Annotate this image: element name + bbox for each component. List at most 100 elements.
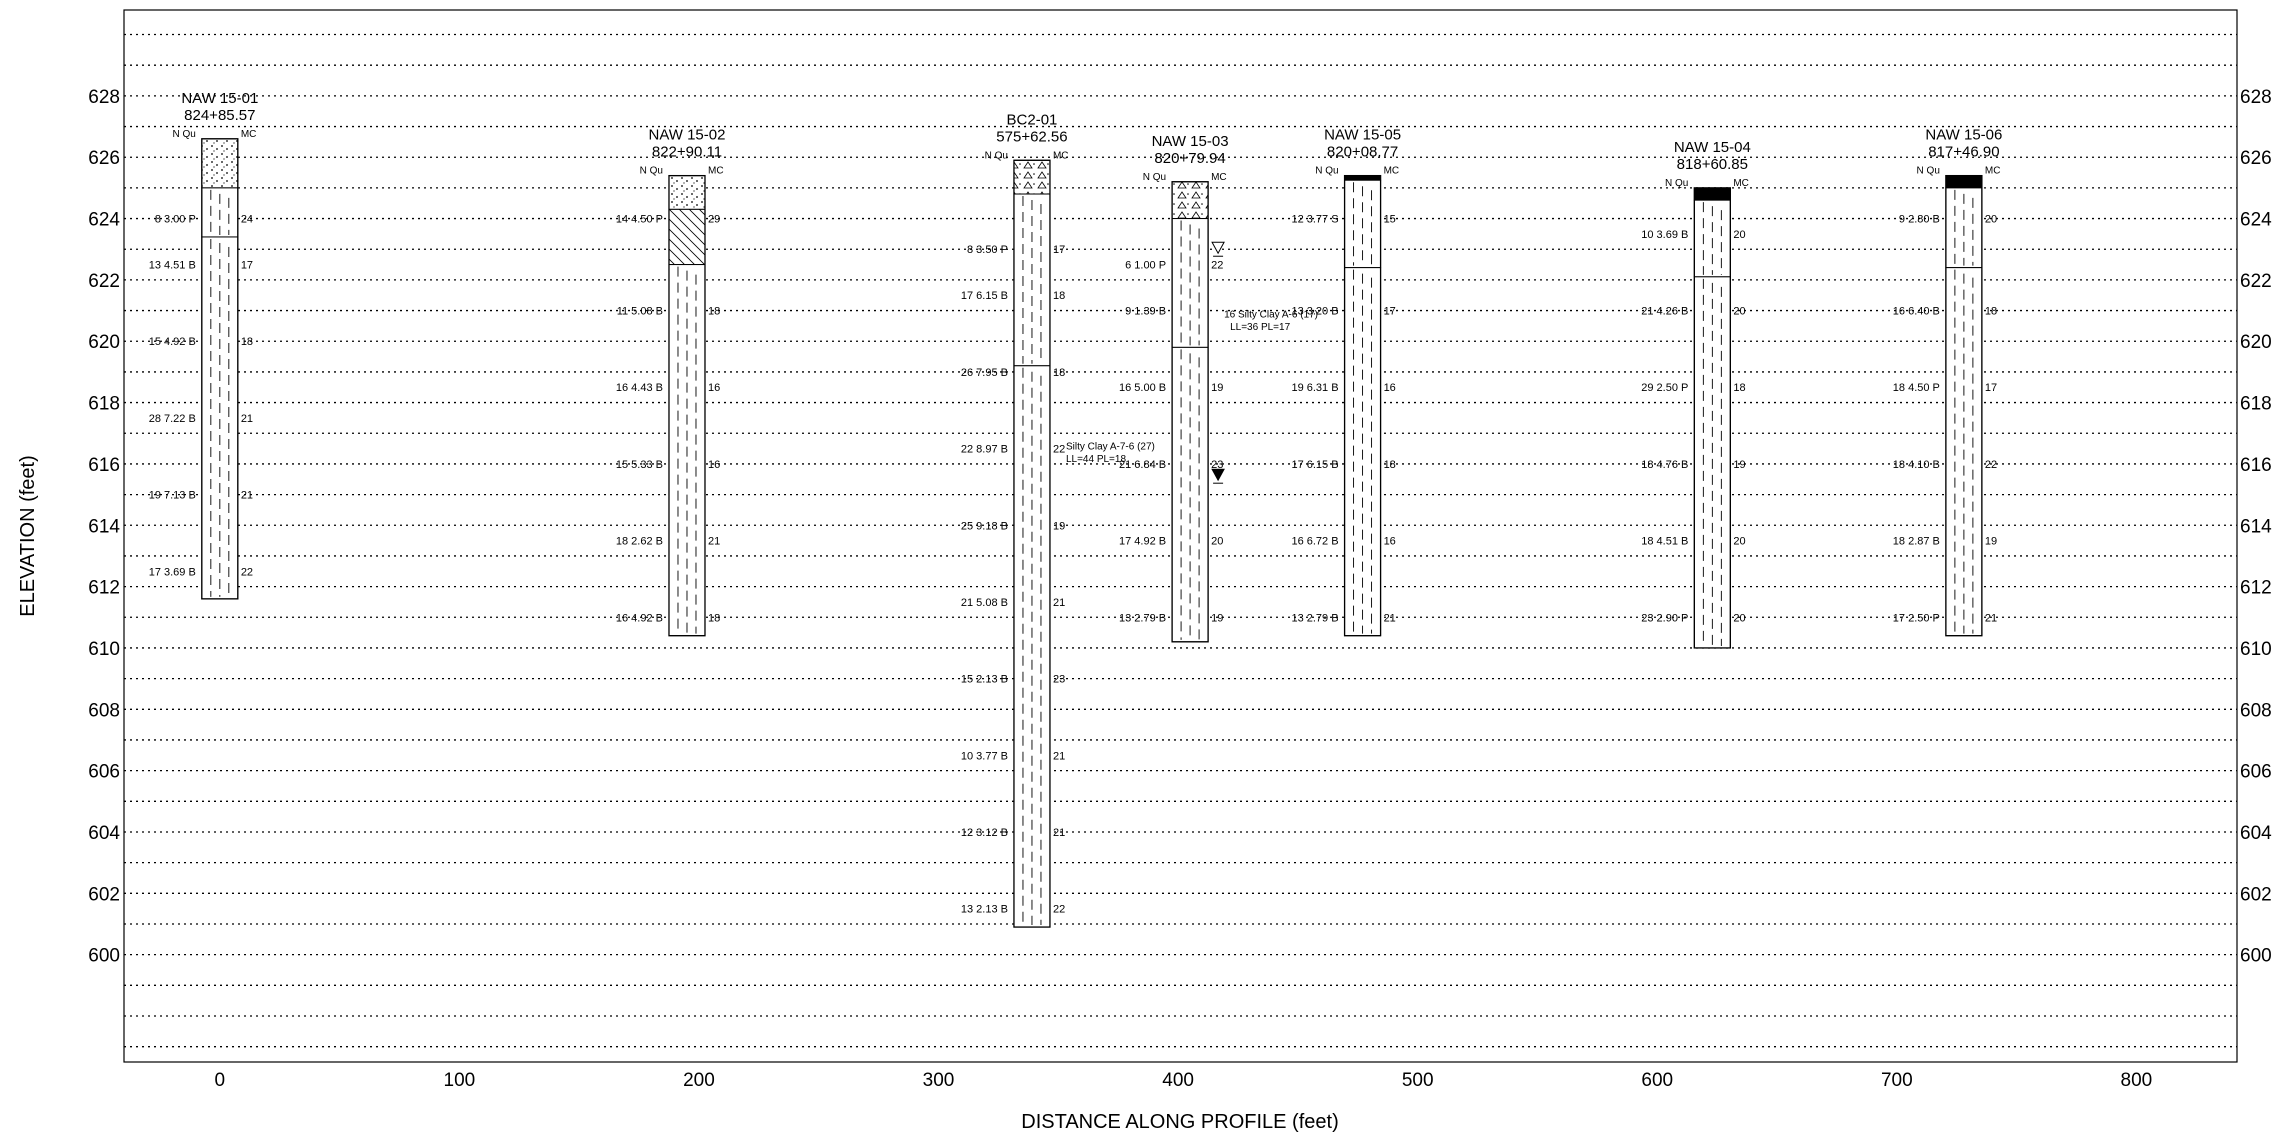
- y-tick-label: 602: [88, 884, 120, 905]
- y-tick-label: 604: [88, 823, 120, 844]
- x-tick-label: 800: [2121, 1070, 2153, 1091]
- sample-n-qu: 17 6.15 B: [1291, 459, 1338, 471]
- sample-n-qu: 19 7.13 B: [149, 490, 196, 502]
- sample-mc: 22: [1211, 260, 1223, 272]
- sample-n-qu: 14 4.50 P: [616, 214, 663, 226]
- sample-n-qu: 17 2.50 P: [1893, 612, 1940, 624]
- sample-n-qu: 18 2.62 B: [616, 536, 663, 548]
- boring-id: NAW 15-02: [648, 127, 725, 144]
- y-tick-label: 600: [2240, 946, 2272, 967]
- soil-layer: [1171, 181, 1209, 220]
- sample-mc: 21: [1053, 750, 1065, 762]
- sample-mc: 20: [1211, 536, 1223, 548]
- soil-layer: [668, 208, 706, 266]
- sample-n-qu: 13 2.79 B: [1119, 612, 1166, 624]
- x-tick-label: 100: [444, 1070, 476, 1091]
- boring-id: BC2-01: [1007, 111, 1058, 128]
- sample-mc: 19: [1053, 520, 1065, 532]
- header-mc: MC: [1733, 178, 1749, 189]
- y-tick-label: 608: [88, 700, 120, 721]
- sample-mc: 18: [1733, 382, 1745, 394]
- sample-n-qu: 10 3.69 B: [1641, 229, 1688, 241]
- sample-n-qu: 28 7.22 B: [149, 413, 196, 425]
- x-tick-labels: 0 100 200 300 400 500 600 700 800: [215, 1070, 2153, 1091]
- y-tick-label: 624: [2240, 210, 2272, 231]
- boring-station: 575+62.56: [996, 128, 1067, 145]
- header-mc: MC: [241, 129, 257, 140]
- x-tick-label: 700: [1881, 1070, 1913, 1091]
- boring-outline: [668, 174, 706, 637]
- y-tick-label: 622: [2240, 271, 2272, 292]
- y-tick-label: 622: [88, 271, 120, 292]
- y-tick-labels-left: 600 602 604 606 608 610 612 614 616 618 620 622 624 6…: [88, 87, 120, 967]
- y-tick-label: 602: [2240, 884, 2272, 905]
- sample-mc: 17: [241, 260, 253, 272]
- water-level-icon: [1211, 241, 1225, 255]
- header-n-qu: N Qu: [1315, 166, 1338, 177]
- sample-n-qu: 10 3.77 B: [961, 750, 1008, 762]
- sample-n-qu: 18 4.76 B: [1641, 459, 1688, 471]
- sample-mc: 16: [1384, 536, 1396, 548]
- boring-id: NAW 15-06: [1925, 127, 2002, 144]
- boring-outline: [1693, 187, 1731, 649]
- y-tick-label: 618: [88, 394, 120, 415]
- y-tick-label: 624: [88, 210, 120, 231]
- sample-mc: 20: [1733, 229, 1745, 241]
- boring-id: NAW 15-01: [181, 90, 258, 107]
- sample-mc: 20: [1733, 306, 1745, 318]
- sample-mc: 17: [1384, 306, 1396, 318]
- sample-mc: 20: [1733, 612, 1745, 624]
- y-tick-label: 618: [2240, 394, 2272, 415]
- sample-mc: 20: [1733, 536, 1745, 548]
- sample-mc: 18: [1985, 306, 1997, 318]
- y-axis-title: ELEVATION (feet): [17, 455, 39, 617]
- header-n-qu: N Qu: [1917, 166, 1940, 177]
- sample-n-qu: 16 6.72 B: [1291, 536, 1338, 548]
- soil-layer: [1013, 159, 1051, 195]
- sample-mc: 15: [1384, 214, 1396, 226]
- y-tick-label: 610: [2240, 639, 2272, 660]
- sample-mc: 18: [708, 306, 720, 318]
- soil-layer: [1344, 175, 1382, 181]
- sample-n-qu: 9 2.80 B: [1899, 214, 1940, 226]
- sample-n-qu: 13 2.79 B: [1291, 612, 1338, 624]
- soil-layer: [1945, 175, 1983, 189]
- sample-n-qu: 13 3.20 B: [1291, 306, 1338, 318]
- boring-outline: [1945, 174, 1983, 637]
- sample-n-qu: 18 4.51 B: [1641, 536, 1688, 548]
- sample-n-qu: 12 3.77 S: [1291, 214, 1338, 226]
- boring-station: 820+08.77: [1327, 144, 1398, 161]
- sample-mc: 21: [241, 413, 253, 425]
- sample-n-qu: 8 3.00 P: [155, 214, 196, 226]
- boring-id: NAW 15-05: [1324, 127, 1401, 144]
- header-mc: MC: [1211, 172, 1227, 183]
- sample-n-qu: 16 4.92 B: [616, 612, 663, 624]
- water-level-icon: [1211, 468, 1225, 482]
- y-tick-label: 614: [88, 516, 120, 537]
- sample-mc: 16: [708, 459, 720, 471]
- sample-mc: 16: [708, 382, 720, 394]
- sample-n-qu: 17 3.69 B: [149, 566, 196, 578]
- sample-n-qu: 9 1.39 B: [1125, 306, 1166, 318]
- boring-station: 824+85.57: [184, 107, 255, 124]
- sample-mc: 24: [241, 214, 253, 226]
- soil-layer: [1693, 187, 1731, 201]
- sample-mc: 23: [1053, 674, 1065, 686]
- sample-mc: 19: [1211, 612, 1223, 624]
- sample-n-qu: 16 4.43 B: [616, 382, 663, 394]
- y-tick-label: 610: [88, 639, 120, 660]
- y-tick-label: 620: [88, 332, 120, 353]
- sample-mc: 21: [1384, 612, 1396, 624]
- x-tick-label: 300: [923, 1070, 955, 1091]
- soil-description: LL=44 PL=18: [1066, 454, 1126, 465]
- sample-n-qu: 15 2.13 B: [961, 674, 1008, 686]
- sample-n-qu: 18 4.10 B: [1893, 459, 1940, 471]
- header-mc: MC: [1384, 166, 1400, 177]
- header-n-qu: N Qu: [172, 129, 195, 140]
- sample-mc: 21: [1053, 597, 1065, 609]
- boring-station: 822+90.11: [652, 144, 722, 161]
- soil-description: Silty Clay A-7-6 (27): [1066, 442, 1155, 453]
